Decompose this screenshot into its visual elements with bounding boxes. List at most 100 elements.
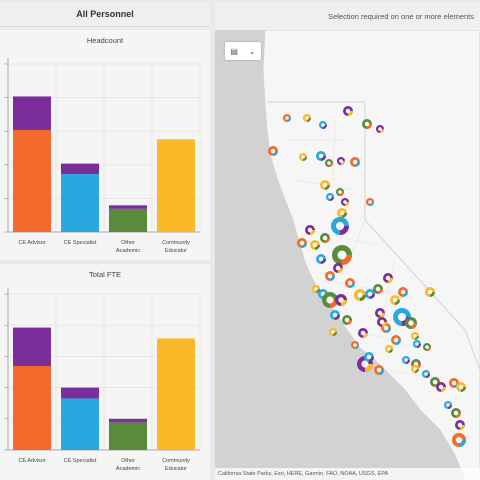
- location-marker-hole: [415, 342, 419, 346]
- x-tick-label: CE Specialist: [64, 240, 97, 246]
- location-marker-hole: [339, 210, 345, 216]
- x-tick-label: Educator: [165, 248, 187, 254]
- location-marker-hole: [339, 159, 343, 163]
- x-tick-label: CE Specialist: [64, 458, 97, 464]
- location-marker-hole: [353, 343, 357, 347]
- bar-segment: [157, 338, 195, 450]
- location-marker-hole: [312, 242, 318, 248]
- location-marker-hole: [446, 403, 450, 407]
- location-marker-hole: [326, 296, 334, 304]
- headcount-chart-panel: Headcount CE Advisor CE Specialist Other Ac…: [0, 30, 210, 260]
- bar-segment: [13, 366, 51, 450]
- layer-list-icon: ▤: [230, 46, 238, 56]
- location-marker-hole: [383, 325, 389, 331]
- location-marker-hole: [378, 127, 382, 131]
- location-marker-hole: [413, 367, 417, 371]
- location-marker-hole: [328, 195, 332, 199]
- location-marker-hole: [404, 358, 408, 362]
- location-marker-hole: [335, 221, 345, 231]
- location-marker-hole: [338, 297, 344, 303]
- x-tick-label: Educator: [165, 466, 187, 472]
- bar-segment: [61, 398, 99, 450]
- location-marker-hole: [344, 317, 350, 323]
- location-marker-hole: [364, 121, 370, 127]
- selection-status: Selection required on one or more elemen…: [328, 11, 474, 21]
- fte-chart-title: Total FTE: [88, 270, 122, 279]
- location-marker-hole: [379, 319, 385, 325]
- location-marker-hole: [397, 312, 407, 322]
- location-marker-hole: [457, 422, 463, 428]
- map-canvas[interactable]: [215, 30, 480, 480]
- location-marker-hole: [331, 330, 335, 334]
- location-marker-hole: [347, 280, 353, 286]
- x-tick-label: Community: [162, 458, 190, 464]
- headcount-chart-title: Headcount: [86, 36, 124, 45]
- location-marker-hole: [425, 345, 429, 349]
- bar-segment: [109, 205, 147, 209]
- location-marker-hole: [424, 372, 428, 376]
- map-header: Selection required on one or more elemen…: [215, 2, 480, 30]
- x-tick-label: Community: [162, 240, 190, 246]
- page-title-text: All Personnel: [76, 9, 134, 19]
- fte-chart: CE Advisor CE Specialist Other Academic Comm…: [4, 288, 201, 472]
- location-marker-hole: [345, 108, 351, 114]
- location-markers[interactable]: [268, 106, 466, 447]
- page-title: All Personnel: [0, 2, 210, 27]
- fte-chart-panel: Total FTE CE Advisor CE Specialist Other Ac…: [0, 264, 210, 480]
- location-marker-hole: [301, 155, 305, 159]
- location-marker-hole: [385, 275, 391, 281]
- bar-segment: [109, 418, 147, 423]
- bar-segment: [13, 327, 51, 366]
- location-marker-hole: [352, 159, 358, 165]
- location-marker-hole: [376, 367, 382, 373]
- location-marker-hole: [453, 410, 459, 416]
- location-marker-hole: [305, 116, 309, 120]
- location-marker-hole: [322, 182, 328, 188]
- location-marker-hole: [392, 297, 398, 303]
- x-tick-label: Other: [121, 458, 135, 464]
- headcount-chart: CE Advisor CE Specialist Other Academic Comm…: [4, 58, 201, 254]
- location-marker-hole: [357, 292, 363, 298]
- bar-segment: [61, 174, 99, 232]
- bar-segment: [61, 163, 99, 175]
- location-marker-hole: [314, 287, 318, 291]
- location-marker-hole: [455, 436, 463, 444]
- x-tick-label: Academic: [116, 248, 140, 254]
- x-tick-label: CE Advisor: [18, 458, 45, 464]
- location-marker-hole: [387, 347, 391, 351]
- chevron-down-icon: ⌄: [248, 46, 256, 56]
- location-marker-hole: [270, 148, 276, 154]
- location-marker-hole: [377, 310, 383, 316]
- location-marker-hole: [318, 256, 324, 262]
- location-marker-hole: [367, 291, 373, 297]
- location-marker-hole: [332, 312, 338, 318]
- bar-segment: [13, 96, 51, 131]
- location-marker-hole: [307, 227, 313, 233]
- location-marker-hole: [360, 330, 366, 336]
- bar-segment: [61, 387, 99, 399]
- location-marker-hole: [321, 123, 325, 127]
- location-marker-hole: [318, 153, 324, 159]
- layer-widget-button[interactable]: ▤ ⌄: [225, 42, 261, 60]
- location-marker-hole: [361, 360, 369, 368]
- location-marker-hole: [343, 200, 347, 204]
- location-marker-hole: [368, 200, 372, 204]
- bar-segment: [157, 139, 195, 232]
- location-marker-hole: [337, 250, 347, 260]
- x-tick-label: Other: [121, 240, 135, 246]
- map-attribution: California State Parks, Esri, HERE, Garm…: [215, 468, 480, 480]
- location-marker-hole: [338, 190, 342, 194]
- location-marker-hole: [285, 116, 289, 120]
- location-marker-hole: [427, 289, 433, 295]
- location-marker-hole: [366, 354, 372, 360]
- location-marker-hole: [413, 334, 417, 338]
- location-marker-hole: [458, 384, 464, 390]
- location-marker-hole: [327, 273, 333, 279]
- location-marker-hole: [299, 240, 305, 246]
- state-border: [364, 102, 480, 371]
- location-marker-hole: [393, 337, 399, 343]
- map-view[interactable]: ▤ ⌄ California State Parks, Esri, HERE, …: [215, 30, 480, 480]
- location-marker-hole: [375, 286, 381, 292]
- location-marker-hole: [408, 320, 414, 326]
- location-marker-hole: [327, 161, 331, 165]
